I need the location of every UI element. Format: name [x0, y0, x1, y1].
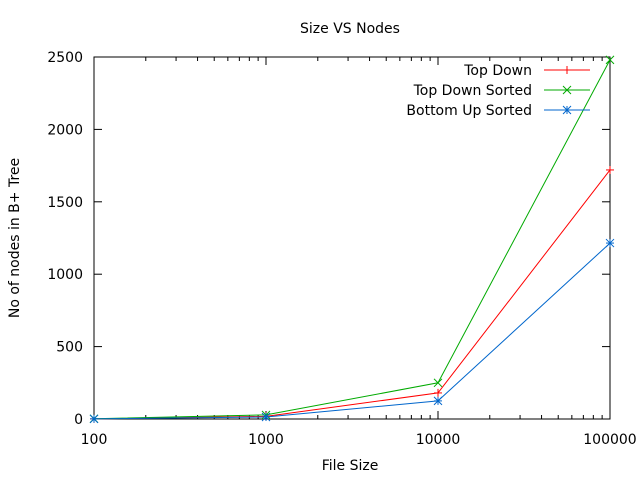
- data-point: [434, 388, 442, 397]
- marker-stroke: [605, 238, 615, 248]
- x-tick-label: 10000: [416, 432, 461, 448]
- legend-label: Top Down: [463, 63, 532, 79]
- y-tick-label: 0: [74, 412, 83, 428]
- legend-label: Bottom Up Sorted: [406, 103, 532, 119]
- legend-item: Top Down Sorted: [413, 83, 590, 99]
- y-tick-label: 2500: [47, 50, 83, 66]
- series-line: [93, 59, 611, 420]
- data-point: [605, 55, 615, 65]
- series-1: [90, 165, 614, 423]
- data-point: [89, 414, 99, 424]
- axes: 0 500 1000 1500 2000 2500 100 1000 10000 100000: [47, 50, 636, 448]
- x-tick-label: 1000: [248, 432, 284, 448]
- y-tick-label: 500: [56, 340, 83, 356]
- marker-stroke: [433, 378, 443, 388]
- marker-stroke: [562, 85, 572, 95]
- series-3: [89, 238, 615, 424]
- marker-stroke: [261, 412, 271, 422]
- marker-stroke: [433, 396, 443, 406]
- plot-border: [93, 56, 611, 420]
- data-point: [433, 396, 443, 406]
- legend-marker: [563, 66, 571, 74]
- series-2: [89, 55, 615, 424]
- legend: Top Down Top Down Sorted Bottom Up Sorted: [406, 63, 590, 119]
- data-point: [606, 165, 614, 174]
- x-axis-label: File Size: [322, 458, 379, 474]
- marker-stroke: [89, 414, 99, 424]
- legend-marker: [562, 85, 572, 95]
- legend-item: Bottom Up Sorted: [406, 103, 590, 119]
- chart-title: Size VS Nodes: [300, 21, 400, 37]
- marker-stroke: [562, 105, 572, 115]
- y-axis-label: No of nodes in B+ Tree: [7, 158, 23, 318]
- marker-stroke: [605, 55, 615, 65]
- legend-item: Top Down: [463, 63, 590, 79]
- legend-label: Top Down Sorted: [413, 83, 532, 99]
- series-layer: [89, 55, 615, 424]
- legend-marker: [562, 105, 572, 115]
- data-point: [261, 412, 271, 422]
- series-line: [93, 242, 611, 420]
- data-point: [605, 238, 615, 248]
- x-tick-label: 100000: [583, 432, 636, 448]
- y-tick-label: 1500: [47, 195, 83, 211]
- y-tick-label: 1000: [47, 267, 83, 283]
- series-line: [93, 169, 611, 420]
- y-tick-label: 2000: [47, 122, 83, 138]
- x-tick-label: 100: [81, 432, 108, 448]
- data-point: [433, 378, 443, 388]
